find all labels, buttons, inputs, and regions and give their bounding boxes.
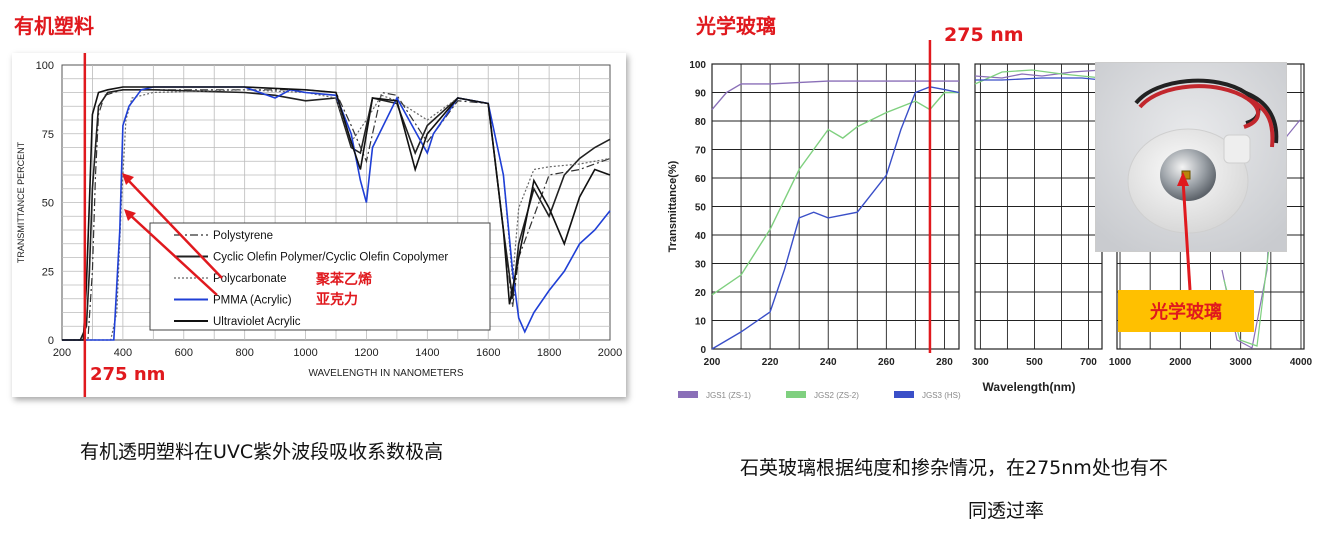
left-heading: 有机塑料 [14, 14, 94, 38]
right-series-continuation [974, 69, 1103, 79]
left-x-tick: 1600 [476, 347, 500, 359]
right-legend-swatch [894, 391, 914, 398]
right-y-tick: 10 [695, 317, 707, 328]
right-x-tick: 280 [936, 357, 953, 368]
right-x-tick: 260 [878, 357, 895, 368]
right-x-tick: 1000 [1109, 357, 1132, 368]
arrow-polystyrene [126, 178, 223, 279]
left-x-label: WAVELENGTH IN NANOMETERS [308, 368, 463, 379]
right-y-tick: 20 [695, 288, 707, 299]
left-y-label: TRANSMITTANCE PERCENT [16, 141, 26, 263]
right-legend-swatch [678, 391, 698, 398]
left-series-line [62, 86, 611, 341]
annotation-polystyrene: 聚苯乙烯 [316, 272, 372, 288]
left-chart: 200 400 600 800 1000 1200 1400 1600 1800 2000 0 25 5… [16, 53, 622, 397]
lamp-photo-image [1096, 63, 1286, 251]
left-legend-label: Polycarbonate [213, 273, 287, 285]
right-x-tick: 500 [1026, 357, 1043, 368]
left-series-line [62, 89, 611, 341]
right-caption-line2: 同透过率 [968, 500, 1045, 522]
right-marker-label: 275 nm [944, 24, 1024, 46]
left-y-tick: 75 [42, 129, 54, 141]
right-y-label: Transmittance(%) [667, 160, 679, 252]
right-x-tick: 300 [972, 357, 989, 368]
arrow-acrylic-head [124, 209, 136, 221]
left-x-tick: 1400 [415, 347, 439, 359]
right-y-tick: 0 [700, 345, 706, 356]
right-y-tick: 50 [695, 203, 707, 214]
lamp-photo [1095, 62, 1287, 252]
right-y-tick: 80 [695, 117, 707, 128]
left-x-tick: 800 [235, 347, 253, 359]
left-x-tick: 2000 [598, 347, 622, 359]
left-legend-box [149, 222, 491, 331]
right-legend-label: JGS2 (ZS-2) [814, 391, 859, 400]
left-legend-label: Cyclic Olefin Polymer/Cyclic Olefin Copo… [213, 252, 448, 264]
right-heading: 光学玻璃 [696, 14, 776, 38]
photo-tag: 光学玻璃 [1118, 290, 1254, 332]
left-x-tick: 1800 [537, 347, 561, 359]
right-y-tick: 90 [695, 89, 707, 100]
left-x-tick: 600 [175, 347, 193, 359]
right-x-label: Wavelength(nm) [983, 380, 1076, 394]
left-legend-label: Ultraviolet Acrylic [213, 316, 301, 328]
right-series-tail [1221, 119, 1301, 349]
annotation-acrylic: 亚克力 [316, 292, 358, 308]
right-y-tick: 100 [689, 60, 706, 71]
right-x-tick: 700 [1080, 357, 1097, 368]
right-x-tick: 3000 [1230, 357, 1253, 368]
left-series-line [62, 86, 611, 341]
right-x-tick: 4000 [1290, 357, 1313, 368]
right-caption-line1: 石英玻璃根据纯度和掺杂情况，在275nm处也有不 [740, 457, 1168, 479]
right-y-tick: 30 [695, 260, 707, 271]
right-x-tick: 200 [704, 357, 721, 368]
left-y-tick: 25 [42, 266, 54, 278]
left-y-tick: 0 [48, 335, 54, 347]
right-y-tick: 60 [695, 174, 707, 185]
arrow-polystyrene-head [122, 173, 134, 185]
right-x-tick: 2000 [1169, 357, 1192, 368]
right-series-line [711, 80, 959, 111]
left-x-tick: 1200 [354, 347, 378, 359]
right-y-tick: 70 [695, 146, 707, 157]
left-x-tick: 200 [53, 347, 71, 359]
left-x-tick: 1000 [293, 347, 317, 359]
right-series-continuation [974, 69, 1103, 85]
right-y-tick: 40 [695, 231, 707, 242]
right-legend-label: JGS1 (ZS-1) [706, 391, 751, 400]
right-legend-label: JGS3 (HS) [922, 391, 961, 400]
right-x-tick: 220 [762, 357, 779, 368]
left-legend-label: Polystyrene [213, 230, 273, 242]
left-y-tick: 50 [42, 198, 54, 210]
right-series-line [711, 91, 959, 296]
left-y-tick: 100 [36, 60, 54, 72]
left-series-line [62, 89, 611, 341]
right-x-tick: 240 [820, 357, 837, 368]
left-chart-panel: 200 400 600 800 1000 1200 1400 1600 1800 2000 0 25 5… [12, 53, 626, 397]
right-series-continuation [975, 77, 1103, 81]
arrow-acrylic [129, 214, 218, 296]
left-caption: 有机透明塑料在UVC紫外波段吸收系数极高 [80, 441, 444, 463]
right-legend-swatch [786, 391, 806, 398]
left-marker-label: 275 nm [90, 364, 166, 385]
left-legend-label: PMMA (Acrylic) [213, 295, 292, 307]
right-series-line [711, 86, 960, 350]
left-x-tick: 400 [114, 347, 132, 359]
